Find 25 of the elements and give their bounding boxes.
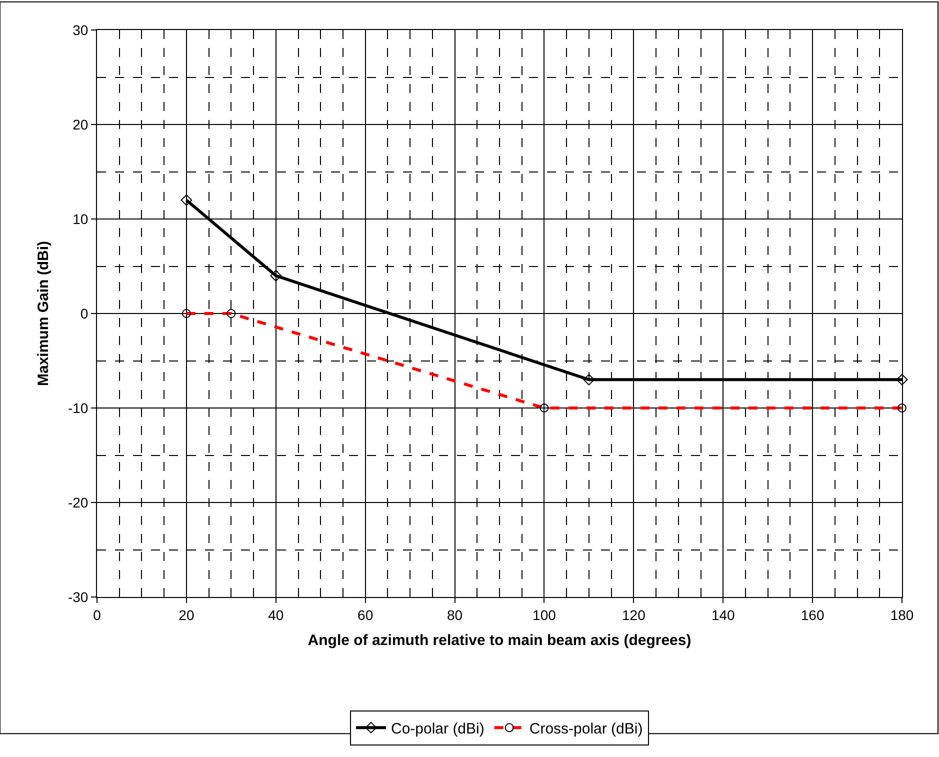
y-tick-label: 30 <box>72 22 88 38</box>
x-axis-title: Angle of azimuth relative to main beam axis (degrees) <box>308 632 692 649</box>
y-tick-label: -30 <box>68 588 88 605</box>
x-tick-label: 0 <box>93 606 102 623</box>
point <box>180 194 192 206</box>
x-tick-label: 40 <box>268 606 284 623</box>
x-tick-label: 120 <box>622 606 646 623</box>
point <box>270 270 282 282</box>
y-tick-label: 0 <box>80 305 88 322</box>
x-tick-label: 80 <box>446 606 463 623</box>
y-axis-title: Maximum Gain (dBi) <box>35 240 52 386</box>
x-tick-label: 140 <box>711 606 736 623</box>
y-tick-label: -20 <box>68 494 88 510</box>
y-tick-label: -10 <box>68 400 88 416</box>
x-tick-label: 20 <box>178 606 194 623</box>
legend-label: Co-polar (dBi) <box>391 720 484 738</box>
point <box>583 374 595 386</box>
x-tick-label: 60 <box>358 606 374 623</box>
y-tick-label: 10 <box>72 210 88 227</box>
legend-label: Cross-polar (dBi) <box>529 720 643 738</box>
point <box>896 374 908 386</box>
x-tick-label: 180 <box>890 606 914 623</box>
x-tick-label: 100 <box>532 606 556 623</box>
y-tick-label: 20 <box>72 116 88 132</box>
x-tick-label: 160 <box>800 606 824 623</box>
